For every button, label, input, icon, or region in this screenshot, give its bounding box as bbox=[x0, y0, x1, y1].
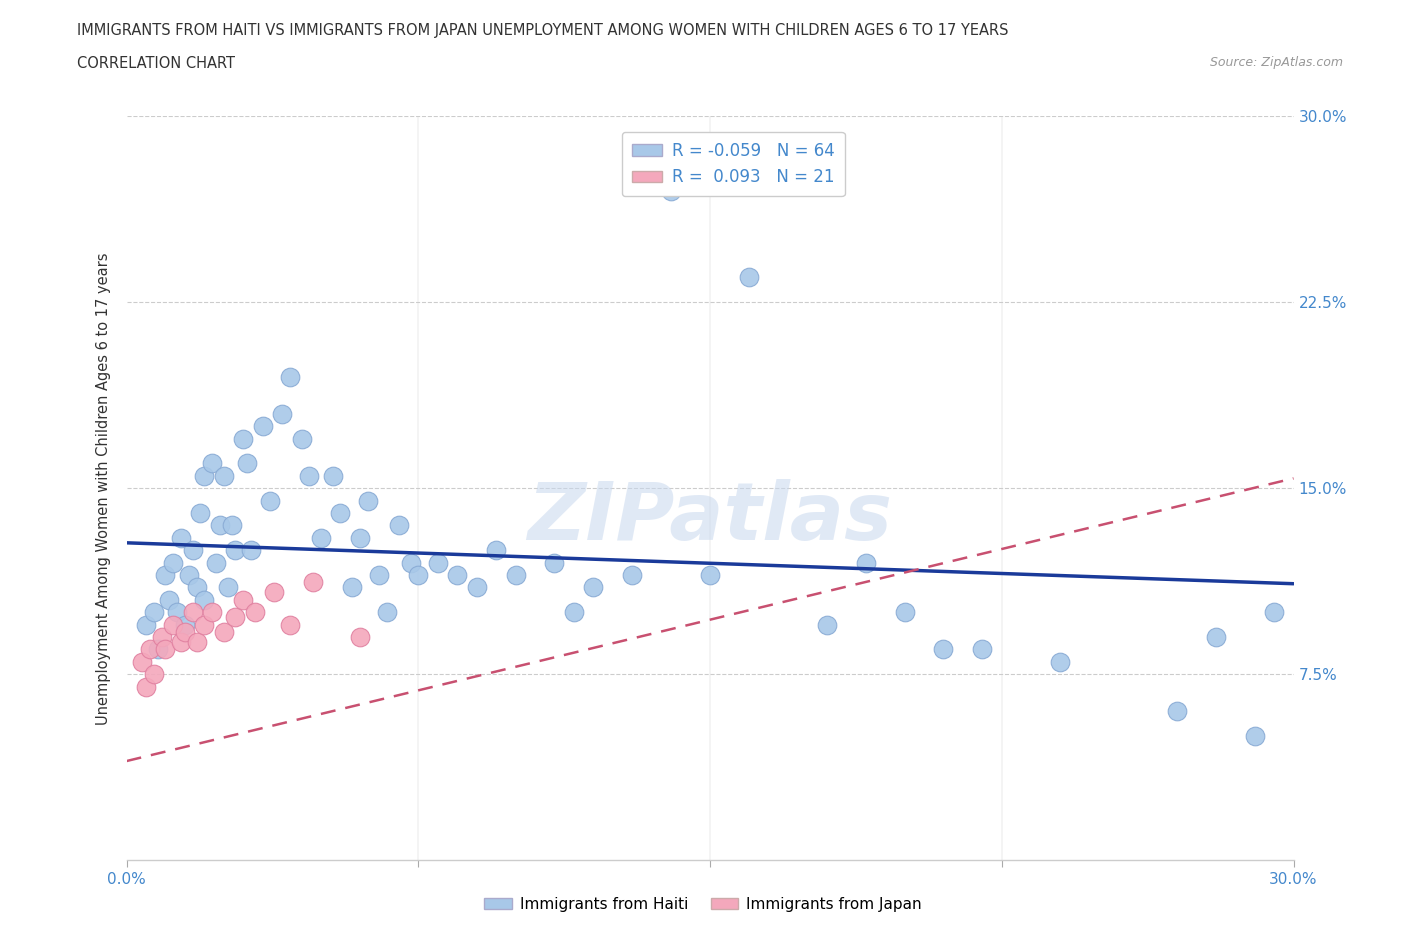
Point bbox=[738, 270, 761, 285]
Point bbox=[582, 580, 605, 595]
Point bbox=[340, 580, 363, 595]
Point bbox=[263, 585, 285, 600]
Point bbox=[349, 530, 371, 545]
Point bbox=[139, 642, 162, 657]
Point bbox=[232, 592, 254, 607]
Point bbox=[181, 604, 204, 619]
Point bbox=[166, 604, 188, 619]
Point bbox=[243, 604, 266, 619]
Legend: Immigrants from Haiti, Immigrants from Japan: Immigrants from Haiti, Immigrants from J… bbox=[478, 891, 928, 918]
Point bbox=[201, 456, 224, 471]
Point bbox=[193, 618, 215, 632]
Point bbox=[212, 625, 235, 640]
Point bbox=[1205, 630, 1227, 644]
Point bbox=[375, 604, 398, 619]
Point bbox=[181, 543, 204, 558]
Point bbox=[157, 592, 180, 607]
Point bbox=[309, 530, 332, 545]
Point bbox=[357, 493, 380, 508]
Point bbox=[543, 555, 565, 570]
Point bbox=[155, 642, 177, 657]
Point bbox=[1243, 729, 1265, 744]
Point bbox=[368, 567, 391, 582]
Point bbox=[162, 555, 184, 570]
Point bbox=[302, 575, 325, 590]
Point bbox=[190, 506, 212, 521]
Point bbox=[146, 642, 169, 657]
Point bbox=[170, 634, 193, 649]
Legend: R = -0.059   N = 64, R =  0.093   N = 21: R = -0.059 N = 64, R = 0.093 N = 21 bbox=[621, 132, 845, 196]
Point bbox=[162, 618, 184, 632]
Text: ZIPatlas: ZIPatlas bbox=[527, 479, 893, 557]
Point bbox=[131, 655, 153, 670]
Point bbox=[224, 610, 246, 625]
Point bbox=[221, 518, 243, 533]
Point bbox=[150, 630, 173, 644]
Point bbox=[236, 456, 259, 471]
Point bbox=[252, 418, 274, 433]
Text: IMMIGRANTS FROM HAITI VS IMMIGRANTS FROM JAPAN UNEMPLOYMENT AMONG WOMEN WITH CHI: IMMIGRANTS FROM HAITI VS IMMIGRANTS FROM… bbox=[77, 23, 1010, 38]
Point bbox=[224, 543, 246, 558]
Point bbox=[278, 369, 301, 384]
Point bbox=[271, 406, 294, 421]
Point bbox=[1166, 704, 1188, 719]
Point bbox=[699, 567, 721, 582]
Point bbox=[446, 567, 468, 582]
Point bbox=[485, 543, 508, 558]
Point bbox=[298, 469, 321, 484]
Point bbox=[388, 518, 411, 533]
Point bbox=[893, 604, 915, 619]
Text: Source: ZipAtlas.com: Source: ZipAtlas.com bbox=[1209, 56, 1343, 69]
Point bbox=[426, 555, 449, 570]
Point bbox=[208, 518, 231, 533]
Point bbox=[932, 642, 955, 657]
Point bbox=[349, 630, 371, 644]
Point bbox=[155, 567, 177, 582]
Point bbox=[217, 580, 239, 595]
Point bbox=[259, 493, 281, 508]
Point bbox=[193, 592, 215, 607]
Point bbox=[212, 469, 235, 484]
Point bbox=[177, 567, 200, 582]
Point bbox=[174, 618, 197, 632]
Point bbox=[135, 618, 157, 632]
Point bbox=[278, 618, 301, 632]
Point bbox=[329, 506, 352, 521]
Point bbox=[659, 183, 682, 198]
Point bbox=[621, 567, 644, 582]
Point bbox=[1049, 655, 1071, 670]
Point bbox=[142, 667, 165, 682]
Point bbox=[142, 604, 165, 619]
Point bbox=[562, 604, 585, 619]
Point bbox=[240, 543, 263, 558]
Point bbox=[170, 530, 193, 545]
Point bbox=[815, 618, 838, 632]
Point bbox=[186, 634, 208, 649]
Point bbox=[201, 604, 224, 619]
Text: CORRELATION CHART: CORRELATION CHART bbox=[77, 56, 235, 71]
Point bbox=[193, 469, 215, 484]
Point bbox=[186, 580, 208, 595]
Point bbox=[972, 642, 994, 657]
Point bbox=[408, 567, 430, 582]
Point bbox=[232, 432, 254, 446]
Point bbox=[855, 555, 877, 570]
Point bbox=[1263, 604, 1285, 619]
Point bbox=[205, 555, 228, 570]
Point bbox=[399, 555, 422, 570]
Point bbox=[135, 679, 157, 694]
Point bbox=[505, 567, 527, 582]
Point bbox=[174, 625, 197, 640]
Point bbox=[322, 469, 344, 484]
Y-axis label: Unemployment Among Women with Children Ages 6 to 17 years: Unemployment Among Women with Children A… bbox=[96, 252, 111, 724]
Point bbox=[290, 432, 312, 446]
Point bbox=[465, 580, 488, 595]
